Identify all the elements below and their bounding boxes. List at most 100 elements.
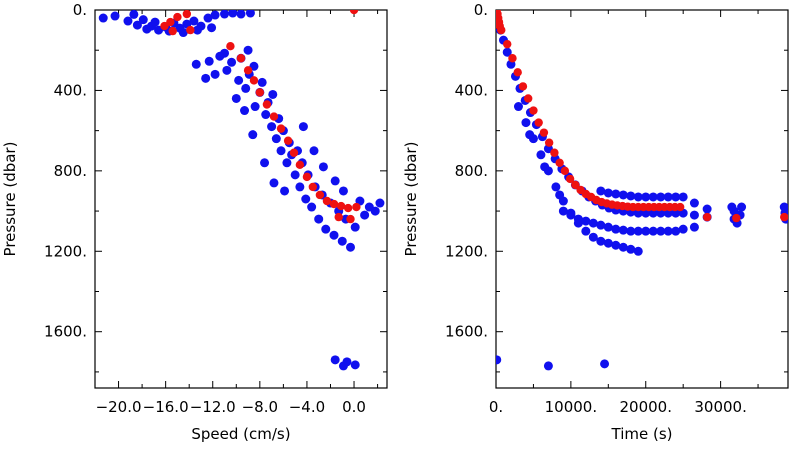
speed-point [160, 21, 169, 31]
speed-point [226, 41, 235, 51]
time-plot-frame [495, 9, 789, 389]
speed-point [178, 28, 188, 38]
time-point [737, 202, 747, 212]
speed-point [338, 186, 348, 196]
speed-point [370, 206, 380, 216]
time-point [588, 232, 598, 242]
speed-point [210, 10, 220, 20]
time-point [555, 190, 565, 200]
time-y-tick-label: 400. [455, 81, 488, 99]
speed-point [295, 182, 305, 192]
speed-point [203, 13, 213, 23]
speed-point [110, 11, 120, 21]
time-point [513, 68, 522, 77]
speed-point [234, 75, 244, 85]
speed-y-tick-label: 1200. [44, 242, 87, 260]
speed-point [262, 100, 272, 109]
time-point [675, 202, 685, 212]
speed-x-axis-label: Speed (cm/s) [191, 425, 290, 443]
speed-pressure-panel: 0. 400. 800. 1200. 1600. −20.0 −16.0 −12.0 −8.0−… [1, 1, 388, 443]
speed-x-tick-label: 0.0 [342, 398, 366, 416]
speed-point [207, 23, 217, 33]
time-pressure-panel: 0. 400. 800. 1200. 1600. 0. 10000. 20000. 30000.… [402, 1, 789, 443]
time-point [611, 240, 621, 250]
speed-point [283, 136, 293, 145]
time-point [678, 224, 688, 234]
speed-point [150, 17, 160, 27]
time-point [689, 198, 699, 208]
speed-point [350, 222, 360, 232]
speed-point [220, 10, 230, 19]
time-point [521, 118, 531, 128]
time-point [523, 94, 533, 103]
speed-point [282, 158, 292, 168]
time-point [550, 148, 559, 157]
time-point [497, 25, 506, 35]
time-point [633, 192, 643, 202]
time-y-tick-label: 0. [474, 1, 488, 19]
speed-point [182, 10, 192, 19]
speed-point [186, 25, 195, 35]
speed-point [201, 73, 211, 83]
speed-point [271, 134, 281, 144]
speed-point [276, 146, 286, 156]
speed-point [227, 57, 237, 67]
speed-point [343, 203, 353, 213]
time-point [648, 226, 658, 236]
speed-y-tick-label: 800. [54, 162, 87, 180]
speed-point [330, 355, 340, 365]
speed-point [269, 112, 279, 121]
time-point [648, 192, 658, 202]
speed-point [138, 15, 148, 25]
speed-point [302, 172, 312, 182]
time-point [503, 39, 512, 49]
speed-point [276, 124, 286, 133]
speed-point [248, 130, 258, 140]
time-point [496, 355, 502, 365]
speed-point [352, 202, 361, 212]
speed-point [289, 148, 299, 157]
time-x-tick-label: 20000. [619, 398, 672, 416]
speed-series-1 [160, 10, 361, 224]
time-point [581, 226, 591, 236]
time-point [611, 224, 621, 234]
speed-x-tick-label: −16.0 [143, 398, 189, 416]
speed-point [173, 12, 182, 22]
speed-point [243, 45, 253, 55]
speed-point [268, 89, 278, 99]
speed-point [236, 10, 246, 19]
speed-point [249, 76, 259, 85]
speed-point [189, 16, 199, 26]
time-x-tick-label: 30000. [694, 398, 747, 416]
time-point [678, 192, 688, 202]
speed-point [243, 66, 253, 75]
time-point [689, 210, 699, 220]
speed-point [261, 110, 271, 120]
speed-point [241, 83, 251, 93]
time-point [656, 226, 666, 236]
time-point [513, 102, 523, 112]
speed-y-tick-label: 1600. [44, 323, 87, 341]
speed-point [228, 10, 238, 18]
time-point [596, 186, 606, 196]
time-point [560, 166, 570, 176]
speed-point [166, 17, 175, 27]
time-point [565, 174, 575, 184]
speed-x-tick-label: −4.0 [289, 398, 325, 416]
time-point [656, 192, 666, 202]
time-x-axis-label: Time (s) [611, 425, 673, 443]
speed-point [330, 176, 340, 186]
speed-point [290, 170, 300, 180]
time-point [626, 244, 636, 254]
time-point [780, 212, 788, 222]
time-point [529, 106, 538, 115]
speed-point [349, 10, 359, 15]
time-y-tick-label: 1200. [445, 242, 488, 260]
speed-point [307, 202, 317, 212]
speed-point [129, 10, 139, 19]
speed-point [191, 59, 201, 69]
time-point [581, 216, 591, 226]
speed-point [210, 69, 220, 79]
time-point [540, 162, 550, 172]
time-point [551, 182, 561, 192]
